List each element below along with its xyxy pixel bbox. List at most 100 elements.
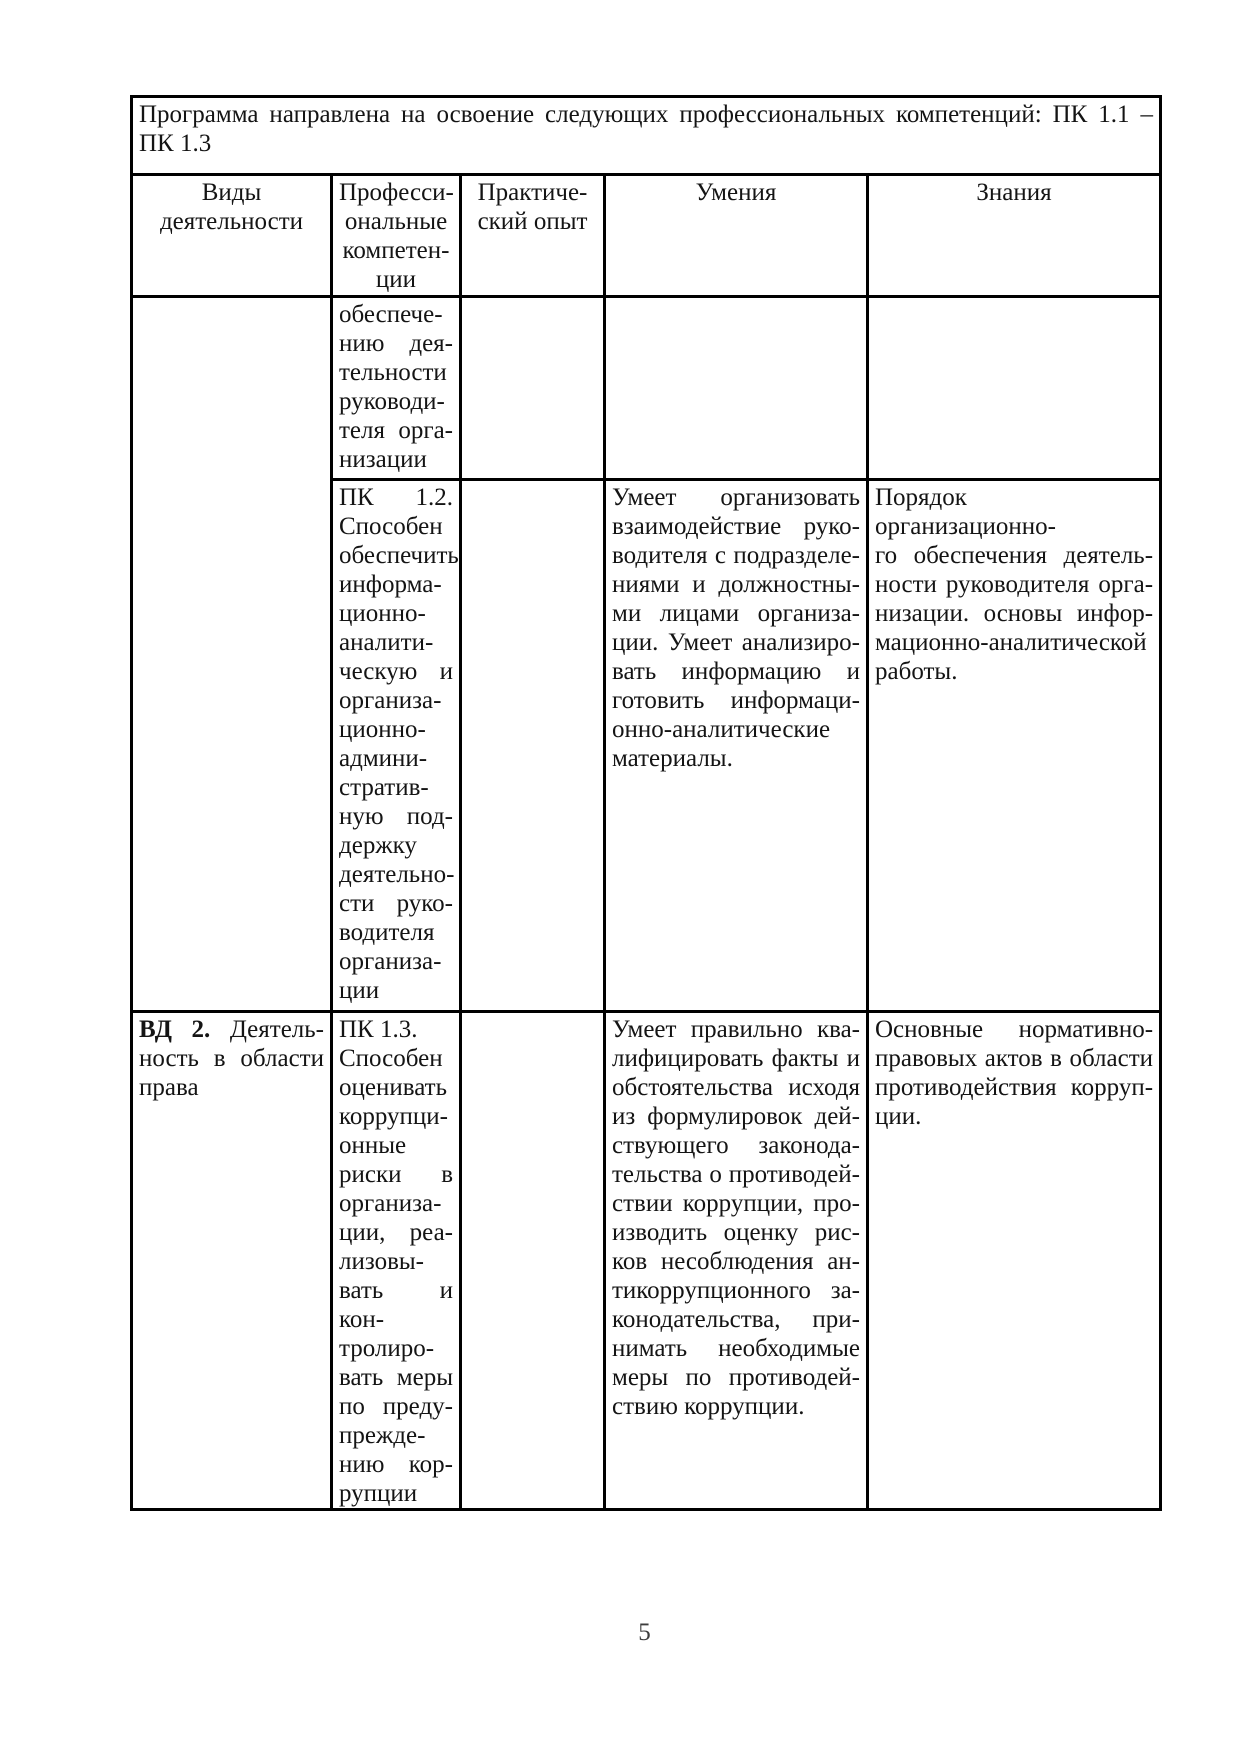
text-line: ПК 1.3 <box>139 130 212 157</box>
text-line: аналити- <box>339 629 434 656</box>
text-line: ствии коррупции, про- <box>612 1190 860 1217</box>
text-line: тролиро- <box>339 1335 435 1362</box>
table-row: ВД 2. Деятель-ность в области права ПК 1.… <box>130 1010 1163 1511</box>
text-line: Способен <box>339 1045 443 1072</box>
text-line: оценивать <box>339 1074 447 1101</box>
text-line: мационно-аналитической <box>875 629 1147 656</box>
text-line: организа- <box>339 948 442 975</box>
text-line: Умеет правильно ква- <box>612 1016 860 1043</box>
text-line: по преду- <box>339 1393 453 1420</box>
text-line: лифицировать факты и <box>612 1045 860 1072</box>
text-line: ции <box>339 977 380 1004</box>
text-line: стратив- <box>339 774 429 801</box>
text-line: информа- <box>339 571 442 598</box>
page-number: 5 <box>638 1619 651 1646</box>
text-line: обеспече- <box>339 301 443 328</box>
text-line: ную под- <box>339 803 453 830</box>
cell-row3-activity: ВД 2. Деятель-ность в области права <box>130 1010 333 1511</box>
cell-row1-knowledge-empty <box>865 295 1163 481</box>
text-line: материалы. <box>612 745 733 772</box>
text-line: работы. <box>875 658 958 685</box>
text-line: ков несоблюдения ан- <box>612 1248 860 1275</box>
cell-row2-skills: Умеет организовать взаимодействие руко-во… <box>603 478 869 1013</box>
text-line: ционно- <box>339 716 426 743</box>
header-cell-activities: Виды деятельности <box>130 173 333 298</box>
cell-row2-experience-empty <box>459 478 606 1013</box>
text-line: рупции <box>339 1480 418 1507</box>
text-line: лизовы- <box>339 1248 425 1275</box>
text-line: из формулировок дей- <box>612 1103 860 1130</box>
cell-row2-competency: ПК 1.2. Способен обеспечить информа-ционно-… <box>330 478 462 1013</box>
text-line: нию кор- <box>339 1451 453 1478</box>
text-line: ПК 1.3. <box>339 1016 418 1043</box>
text-line: онно-аналитические <box>612 716 831 743</box>
text-line: руководи- <box>339 388 445 415</box>
table-caption-cell: Программа направлена на освоение следующ… <box>129 95 1163 176</box>
text-line: Основные нормативно- <box>875 1016 1154 1043</box>
cell-row3-knowledge: Основные нормативно-правовых актов в обл… <box>865 1010 1163 1511</box>
text-line: правовых актов в области <box>875 1045 1154 1072</box>
text-line: низации. основы инфор- <box>875 600 1154 627</box>
cell-row1-experience-empty <box>459 295 606 481</box>
text-line: держку <box>339 832 417 859</box>
text-line: Умеет организовать <box>612 484 860 511</box>
text-line: деятельно- <box>339 861 455 888</box>
text-line: вать и кон- <box>339 1277 453 1333</box>
header-cell-knowledge: Знания <box>865 173 1163 298</box>
text-line: ВД 2. Деятель- <box>139 1016 324 1043</box>
caption-row: Программа направлена на освоение следующ… <box>129 95 1163 176</box>
text-line: водителя <box>339 919 435 946</box>
text-line: ционно- <box>339 600 426 627</box>
text-line: нимать необходимые <box>612 1335 860 1362</box>
text-line: теля орга- <box>339 417 453 444</box>
cell-row3-skills: Умеет правильно ква-лифицировать факты и… <box>603 1010 869 1511</box>
text-line: водителя с подразделе- <box>612 542 860 569</box>
text-line: права <box>139 1074 199 1101</box>
header-row: Виды деятельности Професси- ональные ком… <box>130 173 1163 298</box>
text-line: конодательства, при- <box>612 1306 860 1333</box>
text-line: противодействия корруп- <box>875 1074 1154 1101</box>
text-line: ниями и должностны- <box>612 571 860 598</box>
text-line: низации <box>339 446 427 473</box>
cell-row2-knowledge: Порядок организационно-го обеспечения де… <box>865 478 1163 1013</box>
text-line: тикоррупционного за- <box>612 1277 860 1304</box>
text-line: ПК 1.2. <box>339 484 453 511</box>
text-line: сти руко- <box>339 890 453 917</box>
cell-activity-merged-empty <box>130 295 333 1013</box>
text-line: ствию коррупции. <box>612 1393 805 1420</box>
text-line: организа- <box>339 1190 442 1217</box>
text-line: обеспечить <box>339 542 459 569</box>
cell-row3-competency: ПК 1.3. Способен оценивать коррупци-онные ри… <box>330 1010 462 1511</box>
text-line: коррупци- <box>339 1103 449 1130</box>
text-line: вать меры <box>339 1364 453 1391</box>
text-line: онные <box>339 1132 407 1159</box>
text-line: тельности <box>339 359 447 386</box>
text-line: нию дея- <box>339 330 453 357</box>
text-line: ность в области <box>139 1045 324 1072</box>
cell-row3-experience-empty <box>459 1010 606 1511</box>
text-line: Способен <box>339 513 443 540</box>
table-row: ПК 1.2. Способен обеспечить информа-ционно-… <box>132 478 1163 1013</box>
text-line: ческую и <box>339 658 453 685</box>
text-line: вать информацию и <box>612 658 860 685</box>
text-line: ствующего законода- <box>612 1132 860 1159</box>
header-cell-skills: Умения <box>603 173 869 298</box>
text-line: риски в <box>339 1161 453 1188</box>
text-line: организа- <box>339 687 442 714</box>
text-line: ции, реа- <box>339 1219 453 1246</box>
text-line: ми лицами организа- <box>612 600 860 627</box>
text-line: ности руководителя орга- <box>875 571 1154 598</box>
cell-row1-competency: обеспече-нию дея-тельности руководи-теля … <box>330 295 462 481</box>
text-line: Порядок организационно- <box>875 484 1056 540</box>
text-line: ции. Умеет анализиро- <box>612 629 860 656</box>
header-cell-experience: Практиче- ский опыт <box>459 173 606 298</box>
text-line: ции. <box>875 1103 922 1130</box>
competencies-table: Программа направлена на освоение следующ… <box>129 95 1163 1511</box>
cell-row1-skills-empty <box>603 295 869 481</box>
table-row: обеспече-нию дея-тельности руководи-теля … <box>130 295 1163 1013</box>
text-line: готовить информаци- <box>612 687 860 714</box>
text-line: меры по противодей- <box>612 1364 860 1391</box>
text-line: изводить оценку рис- <box>612 1219 860 1246</box>
text-line: го обеспечения деятель- <box>875 542 1154 569</box>
